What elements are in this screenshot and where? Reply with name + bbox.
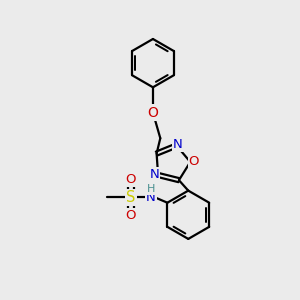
Text: N: N (146, 191, 155, 204)
Text: N: N (150, 169, 159, 182)
Text: N: N (173, 138, 183, 151)
Text: S: S (126, 190, 136, 205)
Text: O: O (126, 172, 136, 186)
Text: H: H (146, 184, 155, 194)
Text: O: O (126, 209, 136, 222)
Text: O: O (148, 106, 158, 120)
Text: O: O (189, 155, 199, 169)
